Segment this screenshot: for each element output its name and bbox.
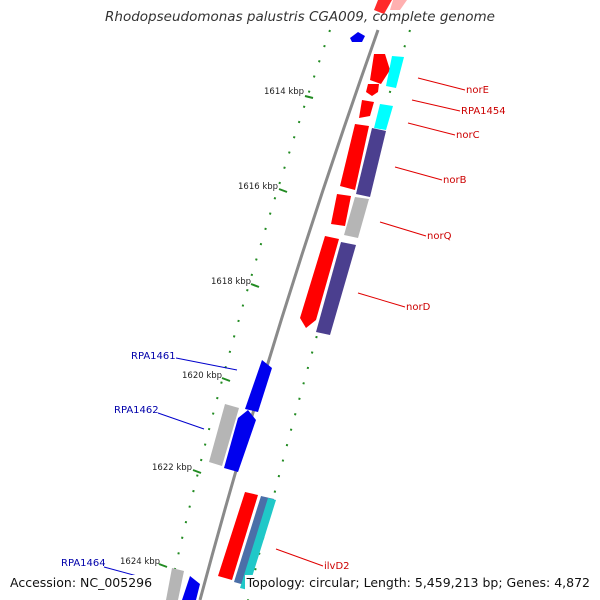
tick-ring-inner xyxy=(167,29,331,600)
gene-label-RPA1462: RPA1462 xyxy=(114,405,159,416)
tick-mark xyxy=(304,95,314,99)
gene-label-norB: norB xyxy=(443,175,467,186)
other-feature-RPA1464[interactable] xyxy=(166,568,184,600)
gene-feature-top-rna[interactable] xyxy=(390,0,407,10)
forward-label-leaders xyxy=(275,77,466,567)
tick-mark xyxy=(158,563,168,568)
reverse-strand-features xyxy=(166,360,272,600)
gene-label-norE: norE xyxy=(466,85,489,96)
other-feature-RPA1462[interactable] xyxy=(209,404,239,466)
gene-label-RPA1454: RPA1454 xyxy=(461,106,506,117)
tick-label: 1616 kbp xyxy=(238,182,278,192)
forward-strand-features xyxy=(218,0,407,590)
ortholog-feature-norB[interactable] xyxy=(356,128,386,197)
gene-feature-norB[interactable] xyxy=(340,124,369,190)
gene-feature-top[interactable] xyxy=(374,0,392,14)
map-title: Rhodopseudomonas palustris CGA009, compl… xyxy=(105,9,495,25)
gene-label-RPA1461: RPA1461 xyxy=(131,351,176,362)
gene-feature-norQ[interactable] xyxy=(331,194,351,226)
gene-feature-RPA1461[interactable] xyxy=(245,360,272,412)
tick-label: 1614 kbp xyxy=(264,87,304,97)
gene-label-ilvD2: ilvD2 xyxy=(324,561,350,572)
rna-feature-norC[interactable] xyxy=(374,104,393,130)
tick-marks xyxy=(158,95,314,568)
gene-feature-ilvD2[interactable] xyxy=(218,492,258,580)
tick-mark xyxy=(250,283,260,288)
tick-label: 1624 kbp xyxy=(120,557,160,567)
gene-label-norQ: norQ xyxy=(427,231,452,242)
gene-label-norD: norD xyxy=(406,302,431,313)
gene-label-norC: norC xyxy=(456,130,480,141)
gene-feature-RPA1454[interactable] xyxy=(366,84,379,96)
rna-feature-ilvD2[interactable] xyxy=(240,498,276,590)
genome-backbone xyxy=(198,29,380,600)
small-reverse-arrow[interactable] xyxy=(350,32,365,42)
ortholog-feature-norD[interactable] xyxy=(316,242,356,335)
gene-feature-norC[interactable] xyxy=(359,100,374,118)
accession-text: Accession: NC_005296 xyxy=(8,575,155,590)
gene-feature-norE[interactable] xyxy=(370,54,390,84)
other-feature-norQ[interactable] xyxy=(344,197,369,238)
tick-label: 1618 kbp xyxy=(211,277,251,287)
rna-feature-norE[interactable] xyxy=(386,56,404,88)
tick-mark xyxy=(192,469,202,474)
tick-mark xyxy=(221,377,231,382)
tick-label: 1620 kbp xyxy=(182,371,222,381)
gene-feature-RPA1462[interactable] xyxy=(224,410,256,472)
tick-label: 1622 kbp xyxy=(152,463,192,473)
gene-label-RPA1464: RPA1464 xyxy=(61,558,106,569)
genome-summary-text: Topology: circular; Length: 5,459,213 bp… xyxy=(244,575,592,590)
tick-mark xyxy=(278,188,288,193)
gene-feature-norD[interactable] xyxy=(300,236,339,328)
gene-feature-RPA1464[interactable] xyxy=(182,576,200,600)
